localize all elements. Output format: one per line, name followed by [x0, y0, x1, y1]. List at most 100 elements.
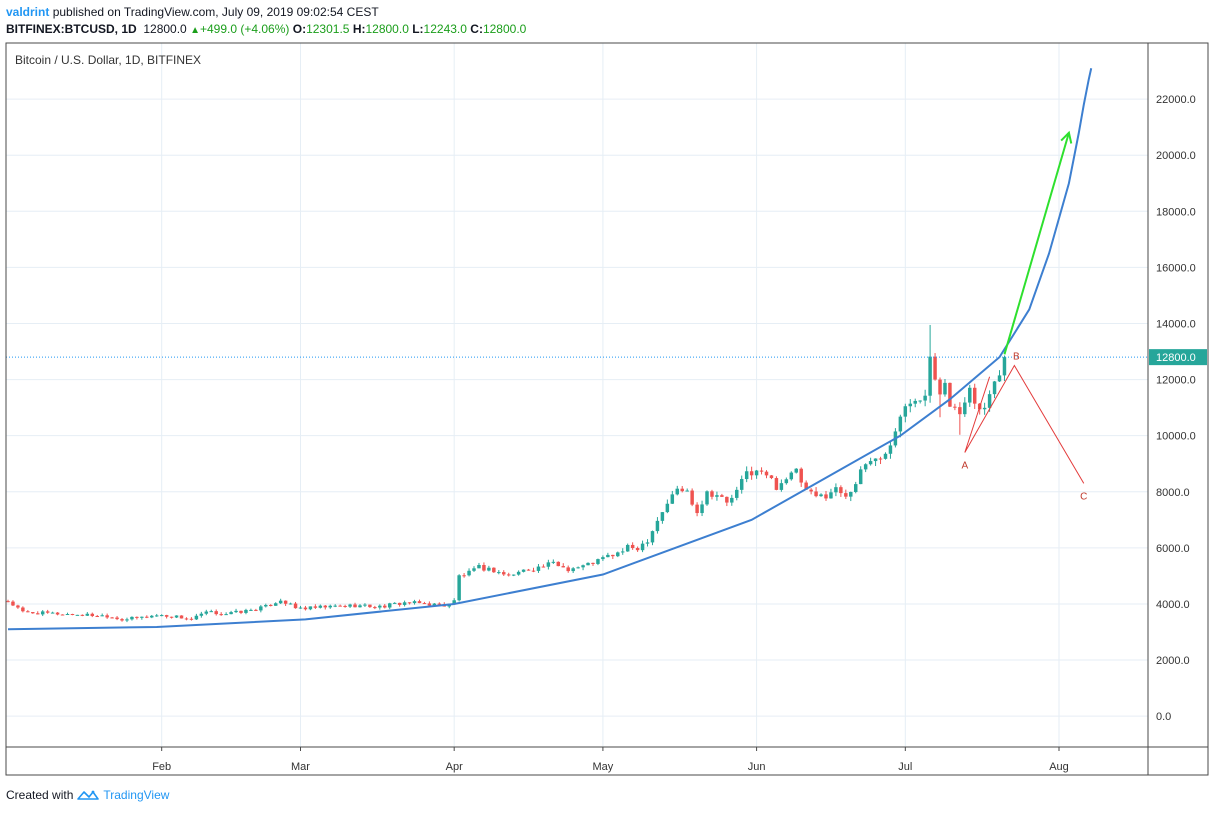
- candle-body: [120, 619, 124, 621]
- x-tick-label: Aug: [1049, 761, 1069, 773]
- candle-body: [606, 554, 610, 558]
- x-tick-label: May: [593, 761, 614, 773]
- candle-body: [739, 479, 744, 490]
- candle-body: [40, 611, 45, 615]
- abc-label: C: [1080, 491, 1087, 502]
- candle-body: [110, 617, 114, 619]
- current-price-badge: [1149, 349, 1207, 366]
- chart-frame: [5, 42, 1209, 776]
- candle-body: [591, 562, 595, 564]
- y-tick-label: 18000.0: [1156, 206, 1196, 218]
- candle-body: [204, 611, 209, 614]
- candle-body: [417, 601, 422, 604]
- candle-body: [754, 470, 759, 476]
- candle-body: [928, 356, 932, 396]
- candle-body: [665, 503, 670, 513]
- author-name[interactable]: valdrint: [6, 5, 50, 19]
- candle-body: [303, 607, 308, 610]
- candle-body: [526, 569, 531, 571]
- candle-body: [313, 606, 318, 608]
- candle-body: [630, 544, 635, 549]
- candle-body: [209, 611, 213, 613]
- close-value: 12800.0: [482, 22, 527, 36]
- candle-body: [462, 575, 466, 577]
- candle-body: [422, 603, 427, 605]
- candle-body: [100, 615, 104, 617]
- candle-body: [333, 605, 337, 607]
- candle-body: [650, 531, 655, 543]
- candle-body: [640, 543, 645, 551]
- candle-body: [655, 520, 660, 532]
- candle-body: [804, 482, 808, 490]
- candle-body: [819, 494, 823, 497]
- candle-body: [621, 551, 625, 553]
- candle-body: [531, 570, 536, 572]
- y-tick-label: 12000.0: [1156, 375, 1196, 387]
- candle-body: [933, 356, 937, 380]
- candle-body: [70, 614, 75, 616]
- candle-body: [576, 567, 580, 569]
- y-tick-label: 0.0: [1156, 711, 1171, 723]
- chart-grid: [6, 43, 1148, 747]
- candle-body: [397, 602, 402, 605]
- candle-body: [849, 491, 853, 497]
- candle-body: [472, 568, 476, 571]
- candle-body: [680, 488, 684, 492]
- candle-body: [293, 603, 298, 609]
- candle-body: [174, 615, 179, 618]
- candle-body: [948, 382, 952, 407]
- candle-body: [135, 616, 139, 618]
- candle-body: [437, 603, 442, 605]
- tradingview-link[interactable]: TradingView: [103, 788, 170, 802]
- candle-body: [358, 605, 362, 608]
- candle-body: [809, 489, 813, 492]
- candle-body: [239, 610, 243, 613]
- candle-body: [452, 600, 456, 604]
- candle-body: [675, 488, 680, 495]
- candle-body: [159, 615, 164, 617]
- candle-body: [541, 566, 546, 568]
- candle-body: [383, 605, 387, 608]
- abc-label: B: [1013, 352, 1020, 363]
- candle-body: [759, 470, 764, 472]
- footer: Created with TradingView: [6, 788, 169, 802]
- candle-body: [145, 616, 149, 618]
- candle-body: [90, 613, 95, 617]
- candle-body: [45, 611, 50, 613]
- candle-body: [1002, 357, 1007, 376]
- price-chart[interactable]: 12800.0 A B C 0.0 2000.0 4000.0 6000.0 8000.0 10…: [0, 0, 1214, 780]
- candle-body: [392, 602, 397, 604]
- candle-body: [834, 487, 838, 493]
- candle-body: [521, 569, 526, 572]
- candle-body: [318, 605, 323, 608]
- candle-body: [105, 615, 109, 618]
- candle-body: [556, 561, 561, 567]
- close-label: C:: [470, 22, 483, 36]
- candle-body: [596, 559, 600, 564]
- x-tick-label: Jul: [898, 761, 912, 773]
- candle-body: [432, 603, 437, 606]
- candle-body: [546, 562, 551, 567]
- abc-label: A: [961, 460, 968, 471]
- candle-body: [378, 605, 382, 608]
- low-value: 12243.0: [423, 22, 467, 36]
- candle-body: [730, 497, 734, 503]
- candle-body: [154, 615, 159, 617]
- y-tick-label: 2000.0: [1156, 655, 1190, 667]
- candle-body: [854, 484, 858, 492]
- x-tick-label: Jun: [748, 761, 766, 773]
- candle-body: [16, 605, 20, 608]
- candle-body: [75, 614, 80, 616]
- candle-body: [363, 604, 367, 606]
- candle-body: [958, 407, 962, 415]
- projection-arrow: [1003, 132, 1070, 355]
- candle-body: [774, 478, 779, 490]
- candle-body: [115, 617, 119, 620]
- drawings: 12800.0 A B C: [6, 68, 1207, 631]
- candle-body: [690, 490, 694, 505]
- candle-body: [616, 552, 620, 557]
- candle-body: [353, 604, 357, 608]
- candle-body: [571, 568, 575, 572]
- candle-body: [487, 567, 491, 571]
- candle-body: [298, 607, 303, 609]
